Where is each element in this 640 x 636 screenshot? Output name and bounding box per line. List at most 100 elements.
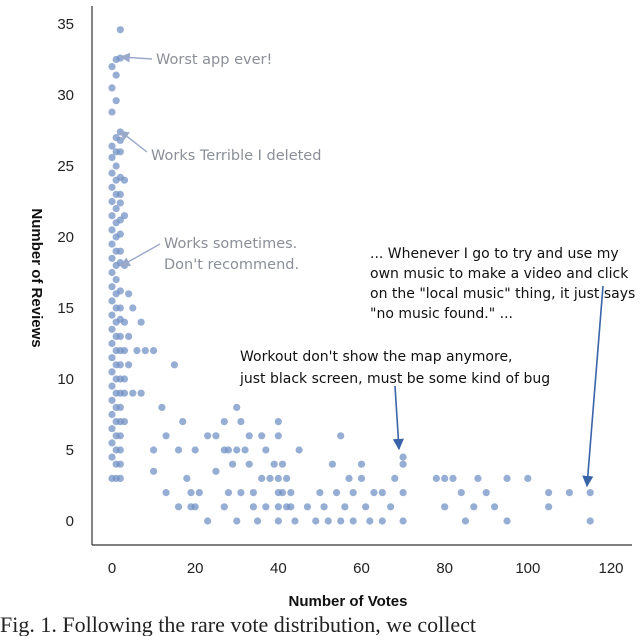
- data-point: [120, 212, 129, 220]
- data-point: [482, 489, 490, 497]
- data-point: [112, 97, 120, 105]
- data-point: [108, 240, 116, 248]
- data-point: [191, 446, 199, 454]
- data-point: [303, 503, 312, 511]
- data-point: [183, 474, 191, 482]
- data-point: [108, 396, 116, 404]
- data-point: [378, 517, 386, 525]
- data-point: [586, 489, 594, 497]
- data-point: [116, 230, 124, 238]
- data-point: [320, 503, 328, 511]
- y-tick-label: 5: [66, 442, 74, 459]
- annotation-arrow: [120, 52, 153, 63]
- data-point: [278, 489, 287, 497]
- data-point: [116, 304, 124, 312]
- annotation-arrow: [119, 130, 148, 153]
- data-point: [253, 517, 262, 525]
- data-point: [116, 332, 124, 340]
- axes: [91, 6, 632, 546]
- annotation-text: Worst app ever!: [156, 52, 272, 68]
- data-point: [233, 403, 241, 411]
- data-point: [586, 517, 594, 525]
- data-point: [441, 503, 449, 511]
- y-tick-label: 0: [66, 513, 74, 530]
- data-point: [187, 489, 195, 497]
- annotation-text: Don't recommend.: [164, 257, 299, 273]
- data-point: [108, 410, 116, 419]
- data-point: [158, 403, 166, 411]
- data-point: [545, 503, 553, 511]
- data-point: [237, 418, 245, 426]
- data-point: [337, 517, 345, 525]
- data-point: [490, 503, 499, 511]
- data-point: [249, 503, 257, 511]
- data-point: [129, 304, 137, 312]
- data-points: [108, 26, 594, 525]
- annotation-text: Works Terrible I deleted: [151, 148, 321, 164]
- data-point: [108, 354, 116, 362]
- data-point: [357, 474, 366, 482]
- data-point: [312, 517, 320, 525]
- annotation-text: ... Whenever I go to try and use my: [370, 246, 619, 262]
- figure-caption: Fig. 1. Following the rare vote distribu…: [0, 612, 476, 636]
- x-tick-label: 40: [270, 560, 287, 577]
- data-point: [162, 432, 170, 440]
- data-point: [283, 474, 291, 482]
- data-point: [524, 474, 532, 482]
- data-point: [108, 108, 116, 116]
- data-point: [316, 489, 324, 497]
- data-point: [191, 503, 199, 511]
- data-point: [337, 432, 345, 440]
- data-point: [108, 84, 116, 92]
- annotation-arrow: [582, 285, 604, 488]
- data-point: [224, 489, 233, 497]
- x-tick-label: 20: [187, 560, 204, 577]
- data-point: [137, 389, 145, 397]
- data-point: [565, 489, 574, 497]
- data-point: [116, 446, 124, 454]
- data-point: [441, 474, 449, 482]
- annotation-arrow: [120, 243, 161, 267]
- x-tick-label: 80: [436, 560, 453, 577]
- data-point: [474, 474, 482, 482]
- data-point: [116, 26, 124, 34]
- data-point: [108, 254, 116, 262]
- data-point: [112, 176, 120, 184]
- data-point: [274, 474, 282, 482]
- data-point: [120, 418, 129, 426]
- data-point: [399, 489, 407, 497]
- data-point: [133, 347, 141, 355]
- data-point: [108, 63, 116, 71]
- data-point: [378, 489, 386, 497]
- data-point: [387, 503, 395, 511]
- data-point: [129, 389, 137, 397]
- data-point: [228, 460, 237, 468]
- data-point: [116, 247, 124, 255]
- data-point: [291, 517, 299, 525]
- data-point: [399, 517, 407, 525]
- data-point: [328, 460, 336, 468]
- data-point: [503, 517, 511, 525]
- data-point: [204, 432, 212, 440]
- data-point: [220, 503, 228, 511]
- data-point: [258, 474, 266, 482]
- data-point: [295, 446, 303, 454]
- data-point: [399, 453, 407, 461]
- data-point: [220, 418, 228, 426]
- data-point: [120, 347, 129, 355]
- data-point: [149, 446, 158, 454]
- data-point: [362, 503, 370, 511]
- data-point: [233, 446, 241, 454]
- data-point: [241, 446, 249, 454]
- data-point: [116, 287, 124, 295]
- data-point: [116, 403, 124, 411]
- data-point: [274, 517, 282, 525]
- data-point: [116, 190, 124, 198]
- data-point: [108, 325, 116, 333]
- data-point: [262, 446, 270, 454]
- x-tick-label: 60: [353, 560, 370, 577]
- data-point: [470, 503, 478, 511]
- data-point: [149, 467, 158, 475]
- data-point: [125, 290, 133, 298]
